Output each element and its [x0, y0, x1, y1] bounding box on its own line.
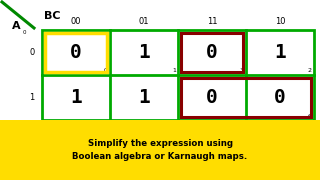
Text: 6: 6: [308, 114, 312, 118]
Text: 10: 10: [275, 17, 285, 26]
Text: 11: 11: [207, 17, 217, 26]
Bar: [181, 78, 311, 117]
Text: 3: 3: [240, 69, 244, 73]
Bar: [45, 33, 107, 72]
Text: 0: 0: [70, 43, 82, 62]
Text: 1: 1: [172, 69, 176, 73]
Text: 1: 1: [274, 43, 286, 62]
Text: 0: 0: [206, 43, 218, 62]
Text: 01: 01: [139, 17, 149, 26]
Text: 1: 1: [70, 88, 82, 107]
Text: 00: 00: [71, 17, 81, 26]
Text: 2: 2: [308, 69, 312, 73]
Text: 0: 0: [104, 69, 108, 73]
Bar: [42, 30, 314, 120]
Text: 1: 1: [138, 88, 150, 107]
Text: BC: BC: [44, 11, 60, 21]
Text: 0: 0: [274, 88, 286, 107]
Text: 0: 0: [29, 48, 35, 57]
Text: 1: 1: [29, 93, 35, 102]
Bar: [0, 120, 320, 180]
Text: A: A: [12, 21, 20, 31]
Text: 0: 0: [22, 30, 26, 35]
Text: Simplify the expression using
Boolean algebra or Karnaugh maps.: Simplify the expression using Boolean al…: [72, 139, 248, 161]
Text: 0: 0: [206, 88, 218, 107]
Bar: [181, 33, 243, 72]
Text: 1: 1: [138, 43, 150, 62]
